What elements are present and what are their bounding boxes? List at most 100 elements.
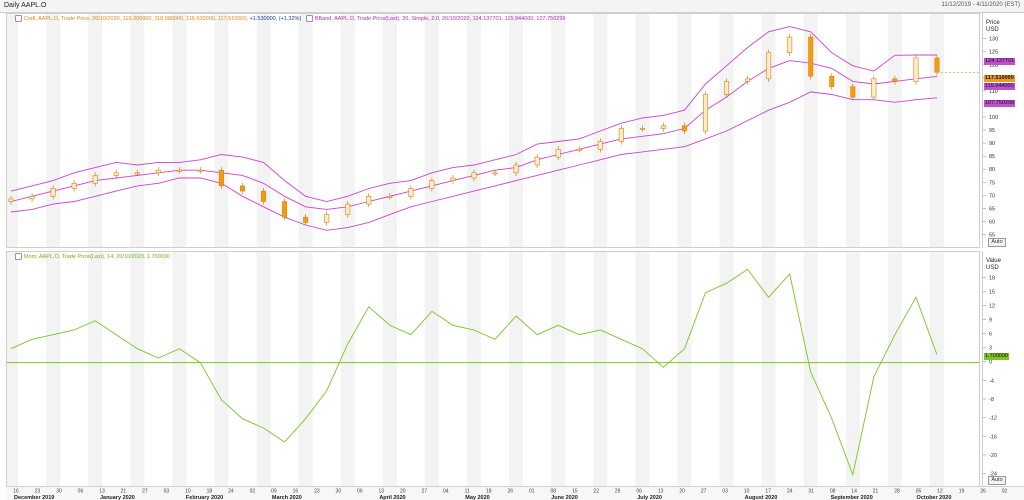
week-shade: [172, 14, 187, 247]
week-shade: [551, 252, 566, 487]
week-shade: [424, 14, 439, 247]
week-shade: [761, 252, 776, 487]
week-shade: [340, 252, 355, 487]
month-label: August 2020: [745, 495, 778, 500]
day-tick-label: 04: [443, 489, 449, 495]
candle-body: [576, 149, 582, 151]
price-axis[interactable]: 556065707580859095100105110115120125130: [982, 13, 1024, 248]
price-panel[interactable]: Cndl, AAPL.O, Trade Price, 20/10/2020, 1…: [6, 13, 980, 248]
ohlc-legend: Cndl, AAPL.O, Trade Price, 20/10/2020, 1…: [24, 15, 249, 22]
week-shade: [88, 14, 103, 247]
candle-body: [934, 57, 940, 73]
day-tick-label: 16: [293, 489, 299, 495]
day-tick-label: 13: [99, 489, 105, 495]
day-tick-label: 09: [271, 489, 277, 495]
momentum-chart-svg[interactable]: [7, 252, 979, 487]
price-axis-title: Price USD: [986, 20, 1000, 34]
candle-body: [892, 78, 898, 82]
legend-toggle-icon[interactable]: [305, 15, 313, 22]
candle-body: [724, 81, 730, 95]
week-shade: [930, 252, 944, 487]
week-shade: [677, 252, 692, 487]
week-shade: [46, 252, 61, 487]
momentum-tick-label: 15: [989, 290, 995, 296]
change-legend: +1.530000, (+1.32%): [249, 15, 302, 22]
day-tick-label: 08: [830, 489, 836, 495]
time-axis-svg: 16 23 30 06 13 21 27 03 10 18 24 02 09 16 23 30 06 13 20 27…: [13, 489, 1007, 500]
day-tick-label: 06: [636, 489, 642, 495]
legend-toggle-icon[interactable]: [15, 253, 22, 260]
momentum-tick-label: 6: [989, 332, 992, 338]
day-tick-label: 23: [35, 489, 41, 495]
momentum-tick-label: -12: [989, 416, 997, 422]
week-shade: [340, 14, 355, 247]
week-shade: [887, 252, 902, 487]
price-axis-unit: USD: [986, 27, 999, 33]
lower-band-line: [10, 91, 938, 231]
month-label: December 2019: [14, 495, 54, 500]
price-tick-label: 85: [989, 154, 995, 160]
day-tick-label: 17: [765, 489, 771, 495]
momentum-axis-svg: 18 15 12 9 6 3 0 -4 -8 -12 -16 -20 -24: [983, 276, 997, 478]
price-tick-label: 60: [989, 219, 995, 225]
momentum-tick-label: -8: [989, 397, 994, 403]
candle-body: [871, 78, 877, 98]
price-axis-svg: 556065707580859095100105110115120125130: [983, 37, 998, 238]
month-label: January 2020: [100, 495, 135, 500]
momentum-legend: Mom, AAPL.O, Trade Price(Last), 14, 20/1…: [15, 253, 170, 260]
candle-body: [387, 196, 393, 198]
time-axis[interactable]: 16 23 30 06 13 21 27 03 10 18 24 02 09 16 23 30 06 13 20 27…: [6, 486, 1024, 500]
week-shade: [593, 14, 608, 247]
week-shade: [88, 252, 103, 487]
week-shade: [7, 252, 18, 487]
week-shade: [467, 14, 481, 247]
momentum-last-tag: 1.700000: [984, 353, 1009, 360]
momentum-axis[interactable]: 18 15 12 9 6 3 0 -4 -8 -12 -16 -20 -24: [982, 251, 1024, 486]
legend-toggle-icon[interactable]: [15, 15, 22, 22]
day-tick-label: 12: [937, 489, 943, 495]
bband-legend: BBand, AAPL.O, Trade Price(Last), 20, Si…: [314, 15, 566, 22]
candle-body: [366, 196, 372, 205]
week-shade: [635, 252, 650, 487]
candle-body: [218, 169, 224, 187]
momentum-panel[interactable]: Mom, AAPL.O, Trade Price(Last), 14, 20/1…: [6, 251, 980, 488]
candle-body: [8, 198, 14, 202]
candle-body: [113, 172, 119, 176]
middle-band-tag: 115.944000: [984, 83, 1015, 90]
month-label: July 2020: [637, 495, 662, 500]
upper-band-tag: 124.137701: [984, 58, 1016, 65]
week-shade: [46, 14, 61, 247]
candle-body: [534, 156, 540, 166]
month-label: April 2020: [379, 495, 405, 500]
candle-body: [808, 36, 814, 77]
day-tick-label: 19: [959, 489, 965, 495]
candle-body: [29, 196, 35, 200]
price-tick-label: 75: [989, 180, 995, 186]
momentum-tick-label: 18: [989, 276, 995, 282]
day-tick-label: 15: [572, 489, 578, 495]
chart-title: Daily AAPL.O: [4, 2, 47, 9]
candle-body: [303, 216, 309, 223]
momentum-auto-button[interactable]: Auto: [988, 476, 1006, 485]
month-label: June 2020: [551, 495, 578, 500]
day-tick-label: 27: [142, 489, 148, 495]
candle-body: [702, 94, 708, 132]
candle-body: [597, 141, 603, 150]
price-chart-svg[interactable]: [7, 14, 979, 247]
week-shade: [509, 14, 524, 247]
day-tick-label: 18: [207, 489, 213, 495]
candle-body: [513, 164, 519, 174]
week-shade: [845, 14, 860, 247]
candle-body: [450, 177, 456, 181]
price-tick-label: 110: [989, 89, 998, 95]
price-auto-button[interactable]: Auto: [988, 238, 1006, 247]
day-tick-label: 01: [529, 489, 535, 495]
price-tick-label: 65: [989, 206, 995, 212]
day-tick-label: 22: [593, 489, 599, 495]
window-titlebar: Daily AAPL.O 11/12/2019 - 4/11/2020 (EST…: [0, 0, 1024, 13]
candle-body: [681, 125, 687, 132]
lower-band-tag: 107.750299: [984, 100, 1016, 107]
week-shade: [7, 14, 18, 247]
momentum-tick-label: -4: [989, 378, 994, 384]
candle-body: [134, 172, 140, 175]
